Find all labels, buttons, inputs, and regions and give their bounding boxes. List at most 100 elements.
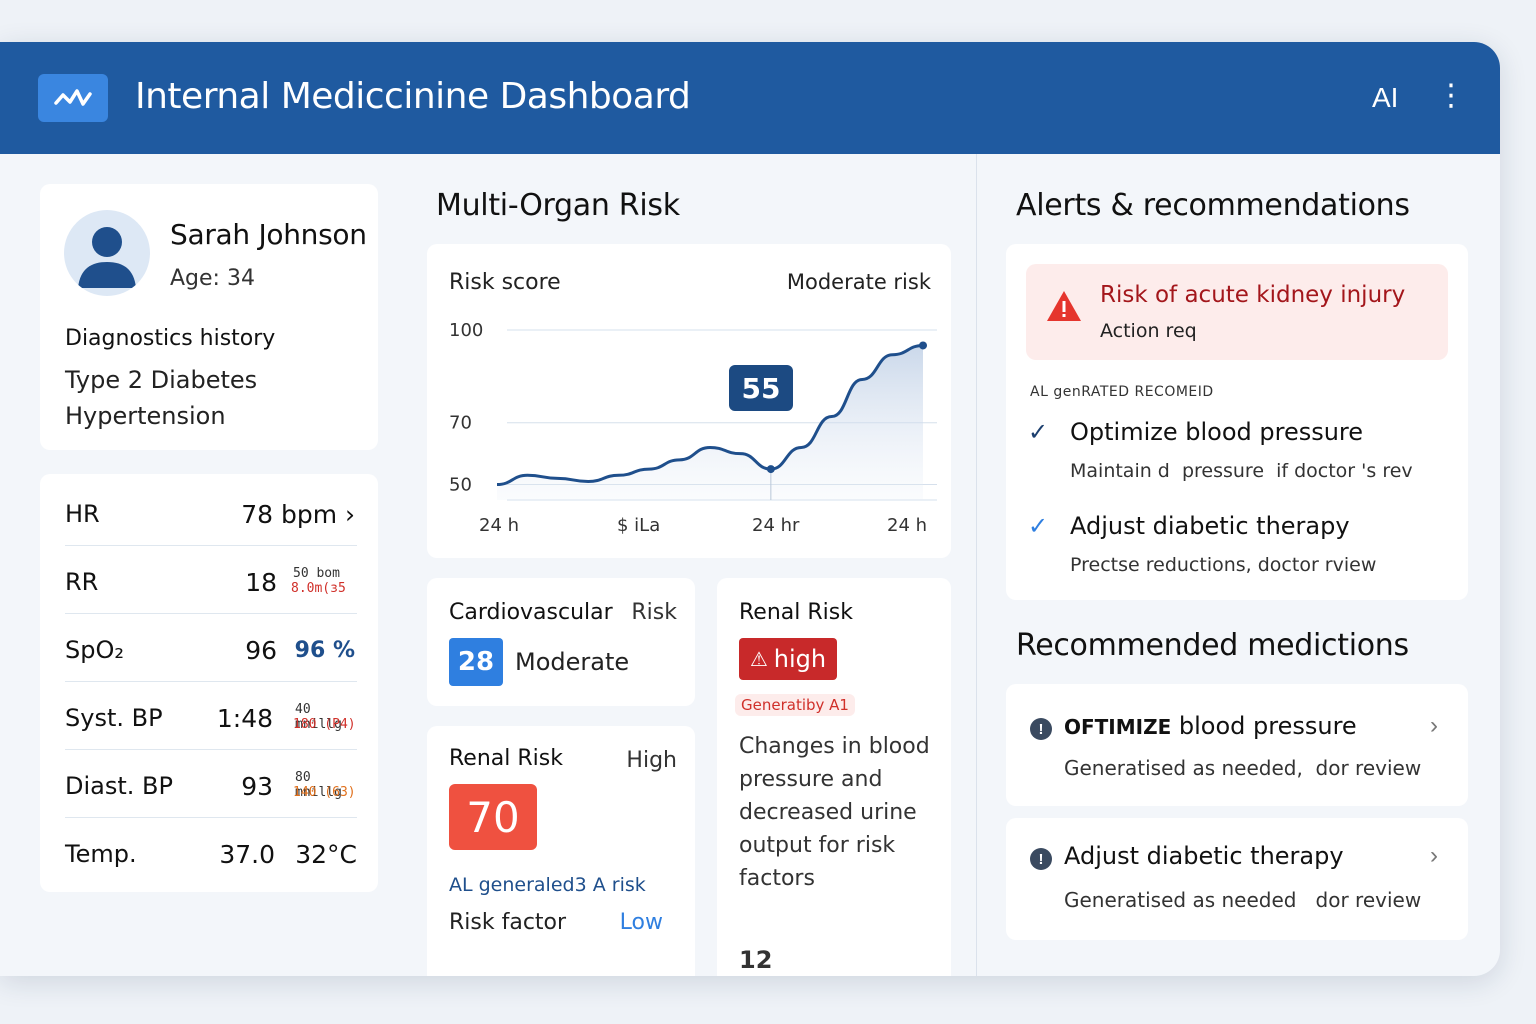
vital-value: 96 bbox=[245, 636, 277, 665]
recommendation-sub: Maintain d pressure if doctor 's rev bbox=[1070, 460, 1413, 482]
vital-label: Diast. BP bbox=[65, 772, 173, 800]
vital-sub-alert: 180 (P4) bbox=[293, 717, 356, 732]
vital-row-hr[interactable]: HR 78 bpm › bbox=[65, 478, 357, 546]
x-tick-label: 24 h bbox=[479, 515, 519, 536]
cardio-level: Moderate bbox=[515, 648, 630, 676]
x-tick-label: 24 h bbox=[887, 515, 927, 536]
recommendation-title: Adjust diabetic therapy bbox=[1070, 512, 1350, 540]
vital-label: Syst. BP bbox=[65, 704, 163, 732]
patient-card: Sarah Johnson Age: 34 Diagnostics histor… bbox=[40, 184, 378, 450]
cardiovascular-card[interactable]: Cardiovascular Risk 28 Moderate bbox=[427, 578, 695, 706]
chart-end-point bbox=[919, 341, 927, 350]
vital-value-secondary: 32°C bbox=[295, 840, 357, 869]
alert-title: Risk of acute kidney injury bbox=[1100, 282, 1406, 308]
cardio-title-right: Risk bbox=[631, 600, 677, 625]
ai-generated-heading: AL genRATED RECOMEID bbox=[1030, 384, 1214, 400]
risk-score-chart: 100 70 50 24 h $ iLa 24 hr 24 h bbox=[449, 320, 937, 536]
history-item: Hypertension bbox=[65, 402, 226, 430]
x-tick-label: 24 hr bbox=[752, 515, 800, 536]
recommendation-item[interactable]: ✓ Adjust diabetic therapy Prectse reduct… bbox=[1026, 510, 1446, 590]
vital-sub-alert: 140 (63) bbox=[293, 785, 356, 800]
vital-label: Temp. bbox=[65, 840, 137, 868]
alerts-title: Alerts & recommendations bbox=[1016, 188, 1410, 223]
vital-label: SpO₂ bbox=[65, 636, 124, 664]
vital-sub-alert: 8.0m(з5 bbox=[291, 581, 346, 596]
vital-row-spo2[interactable]: SpO₂ 96 96 % bbox=[65, 614, 357, 682]
chart-area-fill bbox=[497, 345, 923, 500]
x-tick-label: $ iLa bbox=[617, 515, 660, 536]
vital-row-temp[interactable]: Temp. 37.0 32°C bbox=[65, 818, 357, 886]
vital-row-syst-bp[interactable]: Syst. BP 1:48 40 mnillg 180 (P4) bbox=[65, 682, 357, 750]
warning-icon bbox=[1047, 291, 1081, 321]
app-logo-icon[interactable] bbox=[38, 74, 108, 122]
vital-value-secondary: 96 % bbox=[294, 638, 355, 663]
cardio-score-badge: 28 bbox=[449, 638, 503, 686]
ai-button[interactable]: AI bbox=[1372, 82, 1399, 113]
renal-ai-text: AL generaled3 A risk bbox=[449, 874, 646, 896]
chevron-right-icon[interactable]: › bbox=[1430, 712, 1438, 739]
alert-subtitle: Action req bbox=[1100, 320, 1197, 342]
renal-score-badge: 70 bbox=[449, 784, 537, 850]
vital-label: RR bbox=[65, 568, 99, 596]
chart-series-line bbox=[496, 343, 924, 487]
chart-highlight-point bbox=[766, 465, 775, 474]
app-title: Internal Mediccinine Dashboard bbox=[135, 76, 691, 117]
app-window: Internal Mediccinine Dashboard AI ⋮ Sara… bbox=[0, 42, 1500, 976]
medication-title-rest: blood pressure bbox=[1171, 712, 1357, 740]
renal-title: Renal Risk bbox=[449, 746, 563, 771]
info-icon: ! bbox=[1030, 718, 1052, 740]
y-tick-label: 50 bbox=[449, 475, 472, 496]
generated-by-ai-tag: Generatiby A1 bbox=[735, 694, 855, 716]
warning-icon: ⚠ bbox=[749, 647, 768, 671]
medication-title-bold: OFTIMIZE bbox=[1064, 715, 1172, 739]
renal-risk-card[interactable]: Renal Risk High 70 AL generaled3 A risk … bbox=[427, 726, 695, 976]
medications-title: Recommended medictions bbox=[1016, 628, 1409, 663]
column-divider bbox=[976, 154, 977, 976]
app-header: Internal Mediccinine Dashboard AI ⋮ bbox=[0, 42, 1500, 154]
vital-row-rr[interactable]: RR 18 50 bom 8.0m(з5 bbox=[65, 546, 357, 614]
cardio-title: Cardiovascular bbox=[449, 600, 613, 625]
vital-sub-normal: 40 mnillg bbox=[295, 702, 342, 732]
renal-risk-detail-card[interactable]: Renal Risk ⚠ high Generatiby A1 Changes … bbox=[717, 578, 951, 976]
check-icon: ✓ bbox=[1028, 419, 1049, 446]
renal-detail-title: Renal Risk bbox=[739, 600, 853, 625]
chevron-right-icon[interactable]: › bbox=[1430, 842, 1438, 869]
vital-value: 1:48 bbox=[216, 704, 273, 733]
medication-item[interactable]: ! OFTIMIZE blood pressure Generatised as… bbox=[1006, 684, 1468, 806]
history-item: Type 2 Diabetes bbox=[65, 366, 258, 394]
medication-sub: Generatised as needed dor review bbox=[1064, 888, 1422, 912]
vital-value: 18 bbox=[245, 568, 277, 597]
multi-organ-title: Multi-Organ Risk bbox=[436, 188, 680, 223]
renal-level: High bbox=[626, 748, 677, 773]
info-icon: ! bbox=[1030, 848, 1052, 870]
vital-label: HR bbox=[65, 500, 100, 528]
y-tick-label: 100 bbox=[449, 320, 483, 341]
renal-high-label: high bbox=[773, 645, 827, 673]
kidney-alert[interactable]: Risk of acute kidney injury Action req bbox=[1026, 264, 1448, 360]
medication-item[interactable]: ! Adjust diabetic therapy Generatised as… bbox=[1006, 818, 1468, 940]
more-menu-icon[interactable]: ⋮ bbox=[1436, 79, 1466, 112]
renal-count: 12 bbox=[739, 946, 773, 974]
chart-label: Risk score bbox=[449, 270, 561, 295]
vital-value: 93 bbox=[241, 772, 273, 801]
y-tick-label: 70 bbox=[449, 413, 472, 434]
recommendation-item[interactable]: ✓ Optimize blood pressure Maintain d pre… bbox=[1026, 416, 1446, 496]
risk-factor-label: Risk factor bbox=[449, 910, 567, 935]
chart-status: Moderate risk bbox=[786, 270, 931, 294]
risk-chart-card: Risk score Moderate risk 100 70 50 24 h $ iL… bbox=[427, 244, 951, 558]
patient-age: Age: 34 bbox=[170, 266, 255, 291]
avatar-icon bbox=[64, 210, 150, 296]
vital-row-diast-bp[interactable]: Diast. BP 93 80 mnillg 140 (63) bbox=[65, 750, 357, 818]
diagnostics-history-title: Diagnostics history bbox=[65, 326, 276, 351]
vital-sub-normal: 80 mnillg bbox=[295, 770, 342, 800]
recommendation-title: Optimize blood pressure bbox=[1070, 418, 1364, 446]
patient-name: Sarah Johnson bbox=[170, 218, 367, 251]
check-icon: ✓ bbox=[1028, 513, 1049, 540]
chart-callout: 55 bbox=[729, 365, 793, 411]
vital-sub-normal: 50 bom bbox=[293, 566, 340, 581]
vital-value: 78 bpm › bbox=[241, 500, 355, 529]
vitals-card: HR 78 bpm › RR 18 50 bom 8.0m(з5 SpO₂ 96… bbox=[40, 474, 378, 892]
renal-description: Changes in blood pressure and decreased … bbox=[739, 734, 930, 891]
renal-high-badge: ⚠ high bbox=[739, 638, 837, 680]
alerts-card: Risk of acute kidney injury Action req A… bbox=[1006, 244, 1468, 600]
